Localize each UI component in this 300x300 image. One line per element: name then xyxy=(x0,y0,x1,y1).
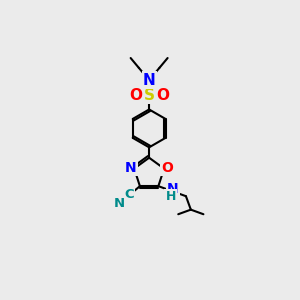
Text: O: O xyxy=(129,88,142,103)
Text: O: O xyxy=(161,161,173,176)
Text: H: H xyxy=(166,190,176,202)
Text: N: N xyxy=(114,197,125,210)
Text: N: N xyxy=(125,161,137,176)
Text: O: O xyxy=(157,88,169,103)
Text: N: N xyxy=(143,73,155,88)
Text: C: C xyxy=(125,188,134,201)
Text: N: N xyxy=(167,182,179,196)
Text: S: S xyxy=(144,88,154,103)
